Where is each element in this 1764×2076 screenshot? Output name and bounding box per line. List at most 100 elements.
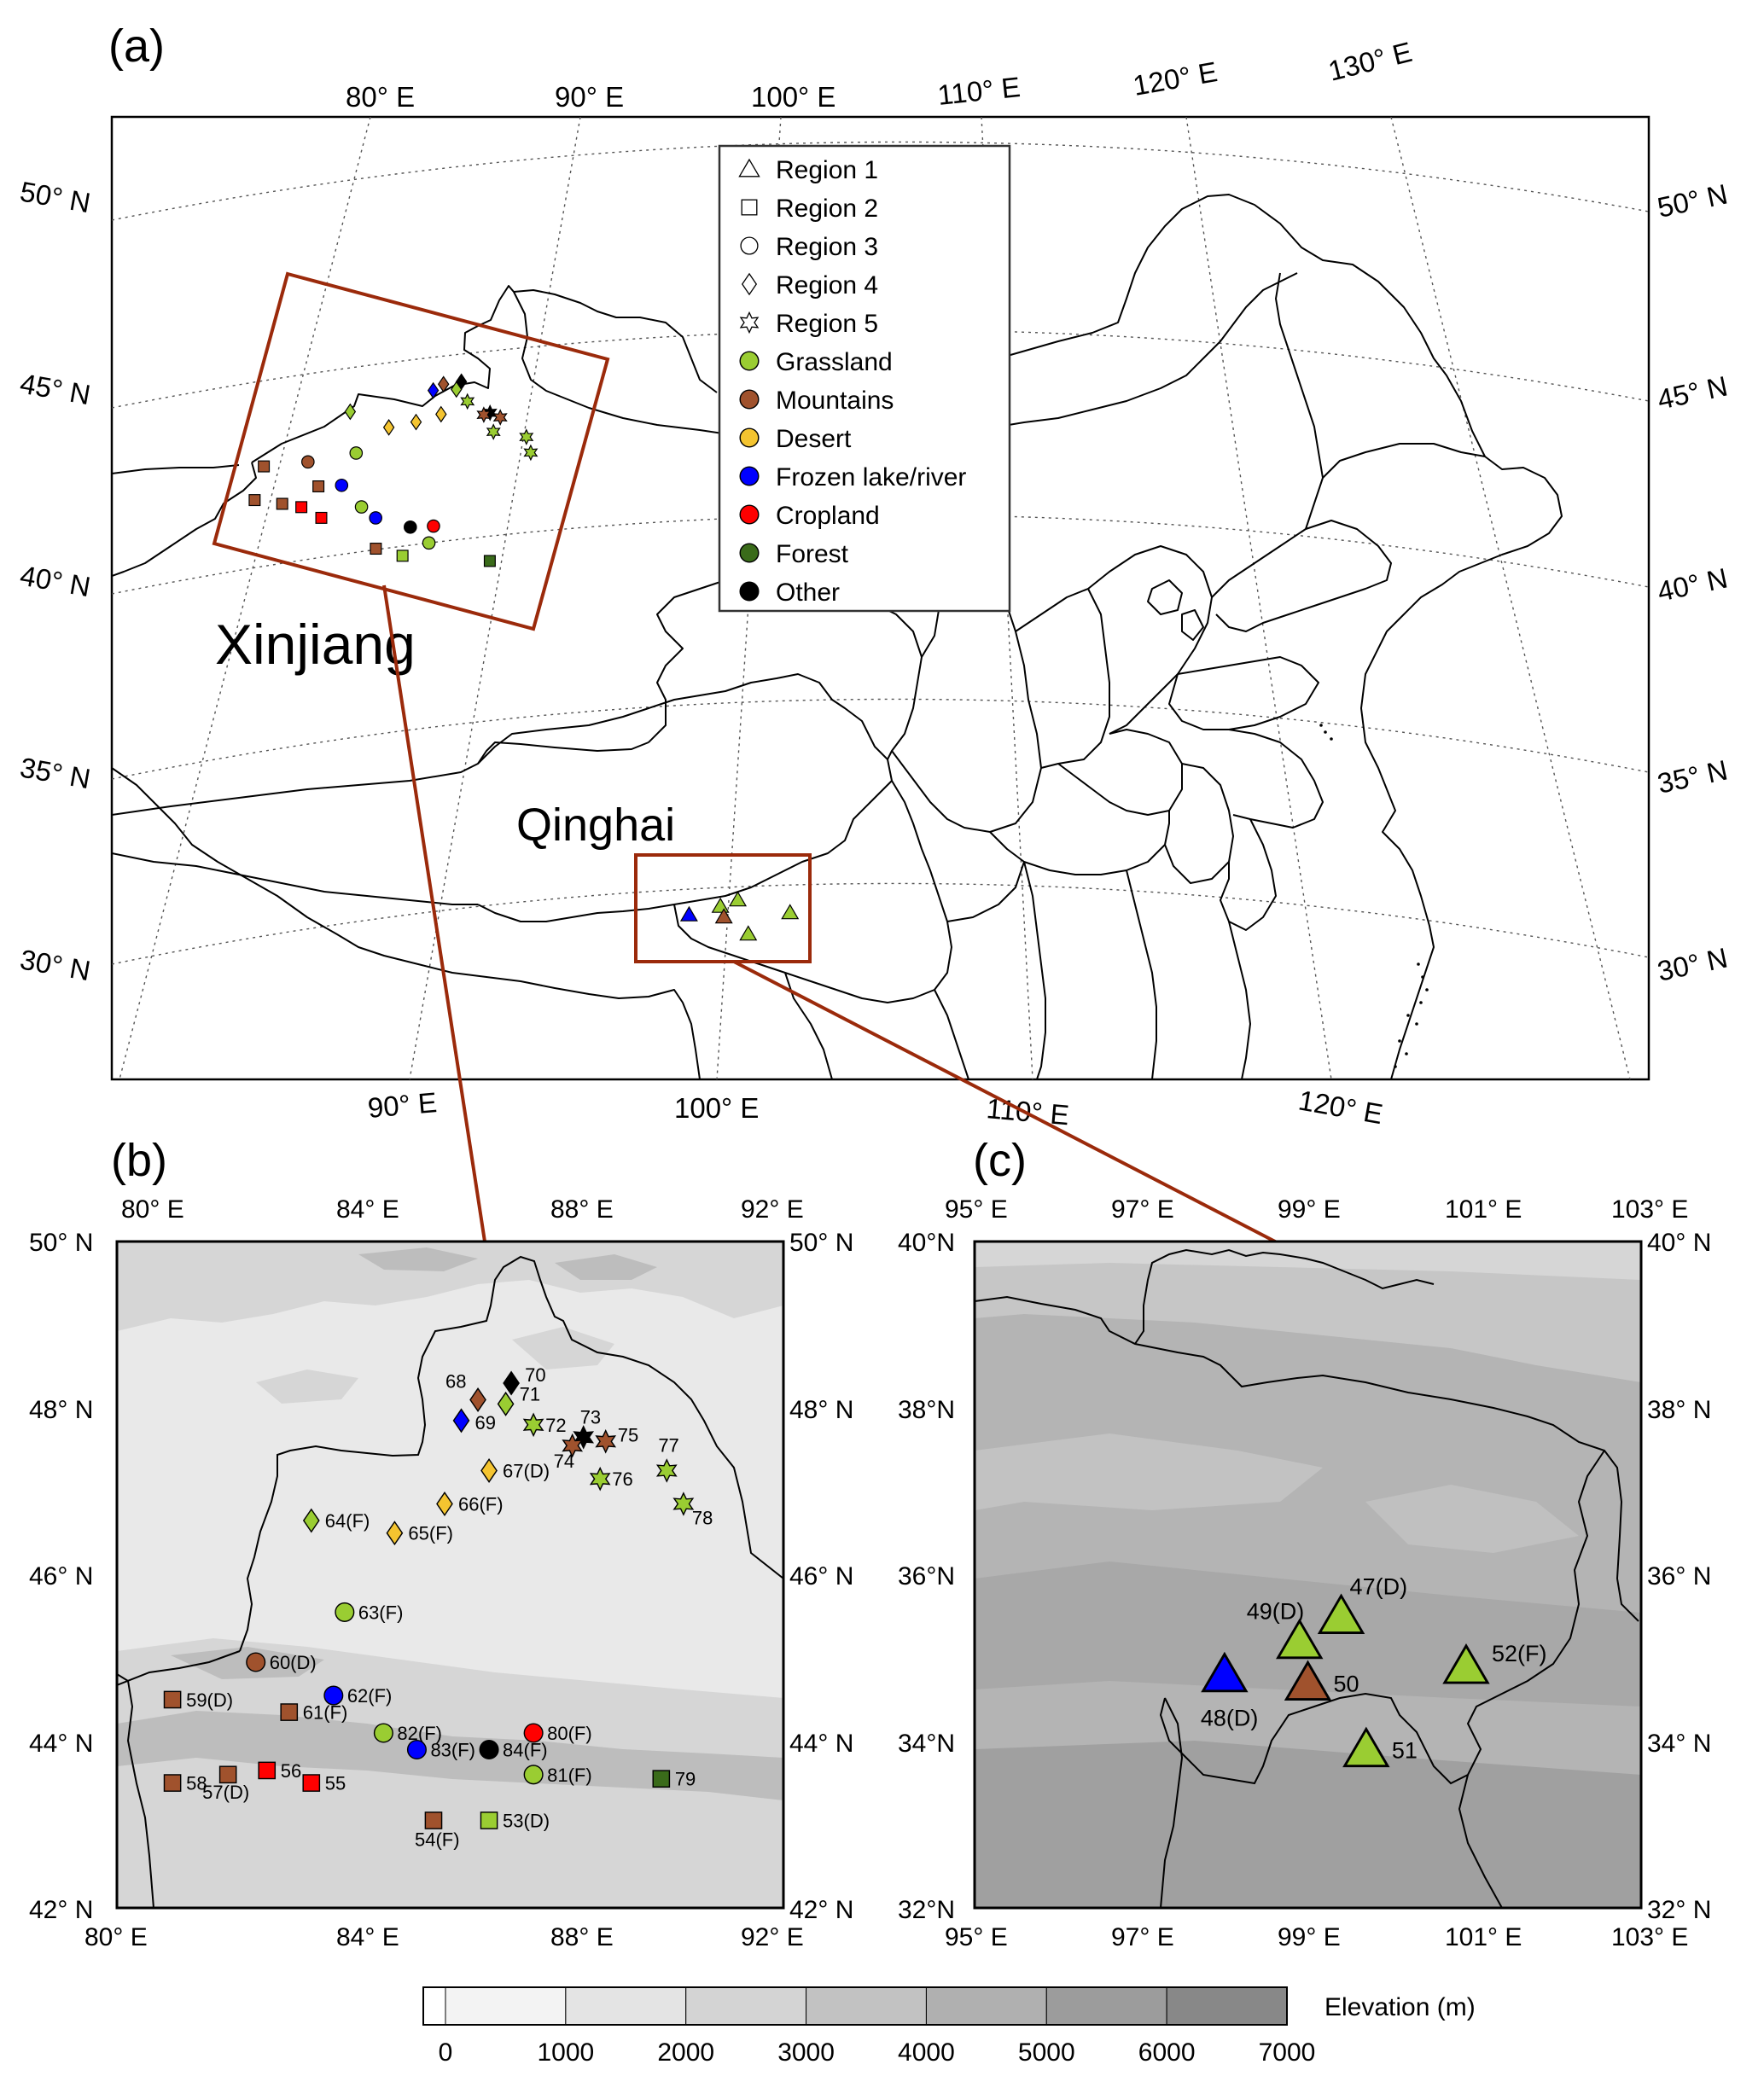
site-label: 55 [325,1773,346,1794]
legend: Region 1 Region 2 Region 3 Region 4 Region 5… [718,144,1011,613]
panel-a-bottom-ticks: 90° E 100° E 110° E 120° E [366,1084,1385,1131]
site-marker-overview [403,520,417,534]
beijing [1147,579,1183,615]
c-left-tick: 32°N [898,1896,955,1924]
legend-color-swatch [739,581,760,602]
a-left-tick: 30° N [18,943,93,986]
site-label: 66(F) [458,1494,504,1515]
b-boundaries [117,1255,783,1908]
legend-label: Region 3 [776,233,878,261]
site-marker-overview [781,904,800,920]
site-marker-overview [519,428,534,445]
panel-a-top-ticks: 80° E 90° E 100° E 110° E 120° E 130° E [346,36,1415,113]
b-left-tick: 46° N [29,1562,93,1590]
site-marker-overview [315,511,328,524]
a-right-tick: 45° N [1655,369,1731,415]
site-marker-overview [370,543,382,555]
site-marker [1201,1651,1249,1693]
a-left-tick: 35° N [18,751,93,794]
boundaries [112,194,1563,1079]
site-marker-overview [492,409,508,426]
site-marker [258,1761,277,1780]
site-marker [302,1508,320,1533]
a-top-tick: 130° E [1325,36,1415,87]
anhui [1164,763,1234,884]
site-marker [163,1774,182,1792]
site-label: 76 [612,1468,632,1490]
site-marker-overview [335,478,349,492]
legend-circle-symbol [740,236,759,255]
site-marker [523,1765,544,1785]
legend-color-swatch [739,543,760,563]
c-top-tick: 95° E [945,1195,1008,1224]
graticule [112,117,1649,1079]
panel-c-right-ticks: 40° N 38° N 36° N 34° N 32° N [1647,1229,1711,1924]
b-top-tick: 88° E [550,1195,614,1224]
site-marker-overview [427,381,440,399]
b-mountains [117,1247,783,1800]
legend-label: Region 1 [776,156,878,184]
panel-b-map: 53(D) 54(F) 55 56 57(D)58 59(D) 60(D) 61(F)62(F… [117,1242,783,1908]
site-marker [1284,1660,1332,1701]
site-label: 59(D) [186,1689,233,1711]
shandong [1168,656,1319,730]
site-marker-overview [258,460,271,473]
site-marker [595,1429,617,1454]
c-left-tick: 36°N [898,1562,955,1590]
legend-label: Region 2 [776,195,878,223]
panel-a-left-ticks: 50° N 45° N 40° N 35° N 30° N [18,175,93,986]
site-marker [1276,1618,1324,1660]
c-left-tick: 34°N [898,1730,955,1758]
c-right-tick: 40° N [1647,1229,1711,1257]
colorbar-cell [423,1987,445,2025]
c-right-tick: 32° N [1647,1896,1711,1924]
site-marker [479,1739,499,1760]
site-marker-overview [349,446,364,460]
colorbar-tick: 0 [439,2038,453,2067]
liaoning [1211,520,1392,632]
site-marker [280,1703,299,1721]
colorbar-tick: 3000 [777,2038,835,2067]
site-marker-overview [739,925,758,941]
site-label: 64(F) [325,1510,370,1532]
site-label: 65(F) [408,1523,453,1544]
jiangsu [1228,729,1324,829]
legend-label: Region 4 [776,271,878,299]
legend-color-swatch [739,389,760,410]
site-label: 77 [658,1434,678,1456]
c-bottom-tick: 103° E [1611,1923,1688,1951]
panel-a-right-ticks: 50° N 45° N 40° N 35° N 30° N [1655,177,1731,986]
b-bottom-tick: 92° E [741,1923,804,1951]
site-marker-overview [354,500,369,514]
site-label: 54(F) [415,1829,460,1850]
site-marker [522,1412,544,1438]
b-top-tick: 84° E [336,1195,399,1224]
site-marker [373,1723,393,1743]
panel-c-left-ticks: 40°N 38°N 36°N 34°N 32°N [898,1229,955,1924]
colorbar-title: Elevation (m) [1324,1993,1476,2021]
panel-a-label: (a) [108,20,165,72]
site-marker-overview [422,536,436,550]
b-bottom-tick: 84° E [336,1923,399,1951]
panel-c-sites: 47(D) 48(D) 49(D) 50 51 52(F) [1201,1573,1547,1768]
site-label: 51 [1392,1738,1418,1764]
colorbar-cell [925,1986,1047,2026]
b-top-tick: 92° E [741,1195,804,1224]
panel-b-frame [115,1240,785,1910]
site-marker [589,1466,611,1492]
site-marker [1442,1643,1490,1684]
c-bottom-tick: 95° E [945,1923,1008,1951]
site-marker-overview [523,444,539,462]
legend-color-swatch [739,351,760,371]
a-bottom-tick: 100° E [674,1092,759,1124]
legend-label: Desert [776,425,852,453]
colorbar-ticks: 0 1000 2000 3000 4000 5000 6000 7000 [439,2038,1316,2067]
site-marker [503,1370,520,1396]
china-outline [251,194,1563,1079]
hebei [1087,545,1213,735]
xinjiang-zoom-box [212,271,610,631]
a-top-tick: 80° E [346,81,415,113]
c-left-tick: 38°N [898,1396,955,1424]
legend-label: Cropland [776,502,880,530]
